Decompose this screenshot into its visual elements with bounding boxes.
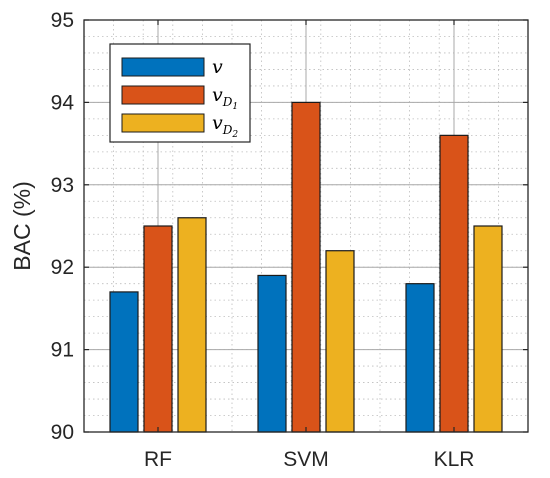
bar-rf-vd2 [177, 217, 207, 433]
legend-entry-vd1: vD1 [212, 84, 238, 112]
x-tick-label: RF [144, 448, 172, 471]
legend-swatch-vd2 [121, 113, 205, 133]
x-axis: RF SVM KLR [144, 20, 474, 471]
y-axis-label: BAC (%) [9, 181, 35, 270]
bar-rf-v [109, 291, 139, 433]
legend-swatch-vd1 [121, 85, 205, 105]
x-tick-label: SVM [283, 448, 329, 471]
y-tick-label: 95 [51, 9, 74, 32]
y-axis: 90 91 92 93 94 95 [51, 9, 528, 444]
y-tick-label: 90 [51, 421, 74, 444]
x-tick-label: KLR [434, 448, 475, 471]
bar-svm-vd2 [325, 250, 355, 433]
bar-svm-vd1 [291, 101, 321, 433]
bar-rf-vd1 [143, 225, 173, 433]
y-tick-label: 91 [51, 339, 74, 362]
bar-klr-vd1 [439, 134, 469, 433]
bars [109, 101, 503, 433]
legend-swatch-v [121, 57, 205, 77]
bar-klr-vd2 [473, 225, 503, 433]
y-tick-label: 92 [51, 256, 74, 279]
legend-entry-v: v [212, 56, 223, 78]
bar-svm-v [257, 274, 287, 433]
bar-klr-v [405, 283, 435, 433]
y-tick-label: 94 [51, 91, 75, 114]
y-tick-label: 93 [51, 174, 74, 197]
legend-entry-vd2: vD2 [212, 112, 238, 140]
